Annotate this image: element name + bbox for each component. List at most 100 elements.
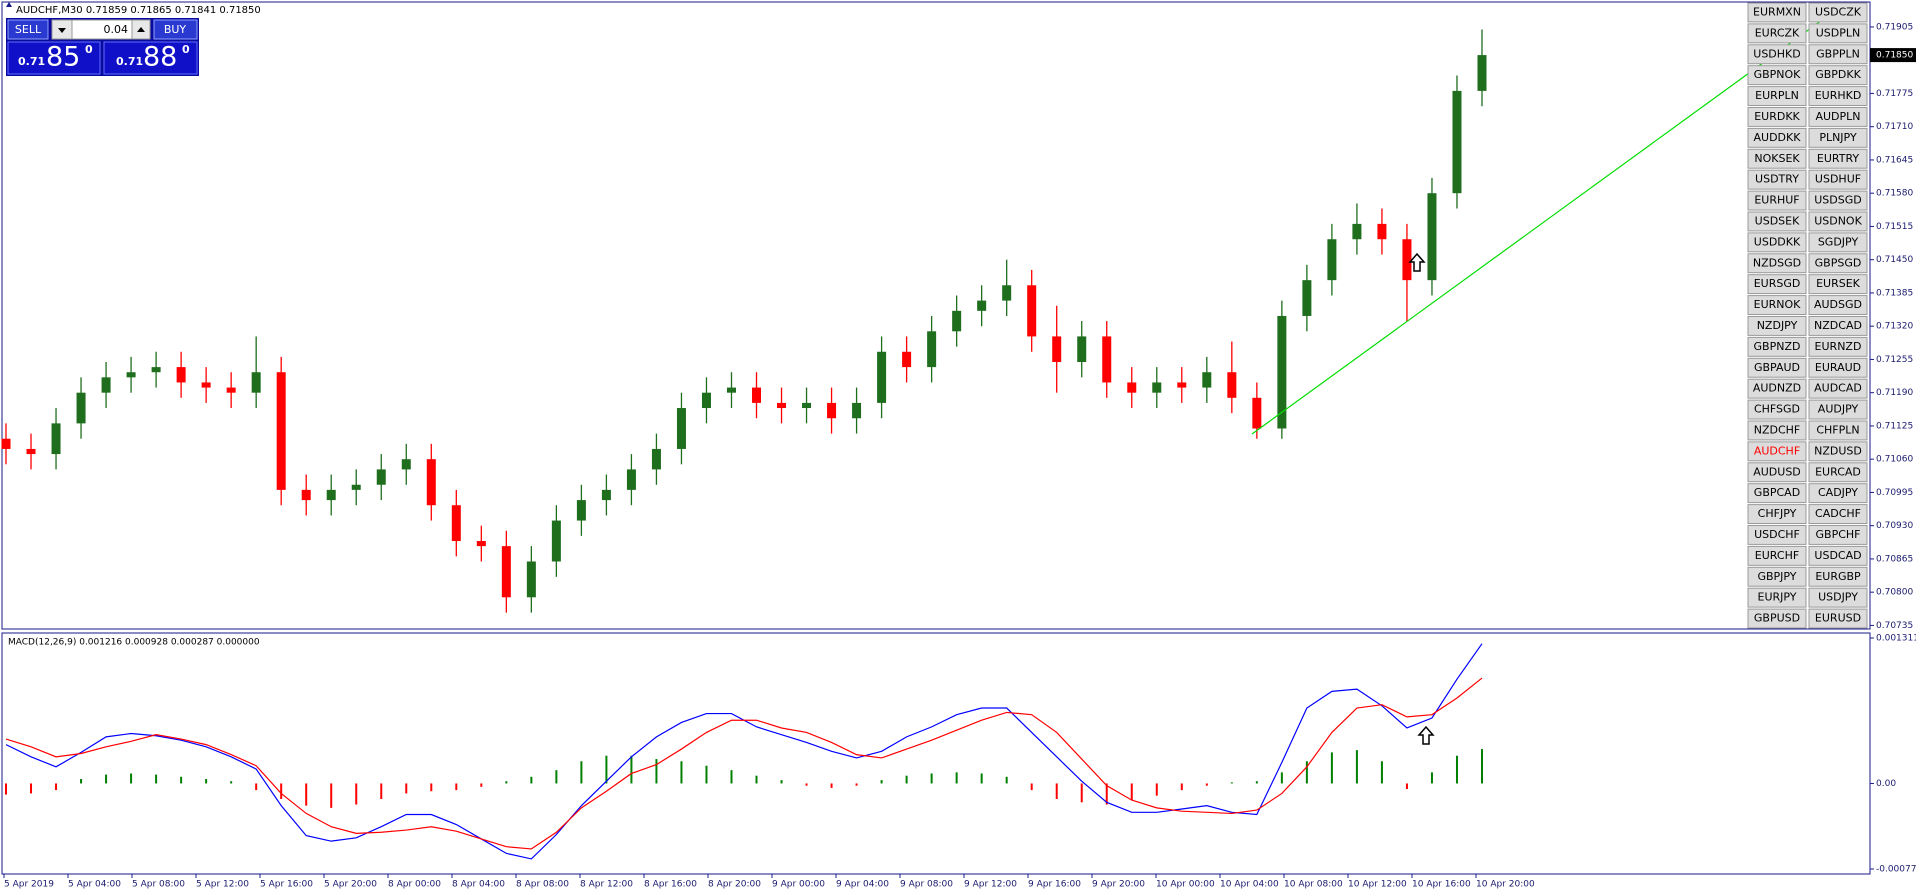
symbol-button[interactable] (1747, 504, 1807, 525)
symbol-label[interactable]: CADCHF (1815, 507, 1861, 520)
symbol-button[interactable] (1747, 107, 1807, 127)
symbol-label[interactable]: GBPCAD (1754, 486, 1800, 499)
symbol-label[interactable]: GBPCHF (1816, 528, 1861, 541)
symbol-label[interactable]: USDCHF (1754, 528, 1800, 541)
symbol-button[interactable] (1808, 107, 1868, 127)
symbol-label[interactable]: NZDJPY (1757, 319, 1798, 332)
symbol-button[interactable] (1808, 316, 1868, 336)
symbol-label[interactable]: CHFJPY (1758, 507, 1797, 520)
symbol-button[interactable] (1808, 190, 1868, 211)
symbol-label[interactable]: EURUSD (1815, 612, 1861, 625)
symbol-button[interactable] (1747, 462, 1807, 483)
symbol-label[interactable]: EURGBP (1815, 570, 1861, 583)
symbol-button[interactable] (1808, 274, 1868, 295)
symbol-button[interactable] (1747, 336, 1807, 357)
symbol-label[interactable]: CADJPY (1818, 486, 1858, 499)
symbol-button[interactable] (1808, 483, 1868, 504)
symbol-label[interactable]: GBPPLN (1816, 47, 1860, 60)
symbol-button[interactable] (1808, 504, 1868, 525)
symbol-button[interactable] (1747, 525, 1807, 545)
symbol-button[interactable] (1808, 399, 1868, 420)
symbol-label[interactable]: GBPDKK (1815, 68, 1861, 81)
symbol-label[interactable]: NZDSGD (1753, 256, 1801, 269)
symbol-label[interactable]: NZDUSD (1814, 444, 1862, 457)
symbol-label[interactable]: EURNZD (1815, 340, 1862, 353)
symbol-button[interactable] (1747, 274, 1807, 295)
symbol-label[interactable]: GBPJPY (1757, 570, 1796, 583)
buy-label[interactable]: BUY (164, 23, 187, 36)
symbol-label[interactable]: GBPAUD (1754, 361, 1800, 374)
symbol-button[interactable] (1747, 545, 1807, 566)
symbol-button[interactable] (1747, 232, 1807, 253)
symbol-button[interactable] (1808, 462, 1868, 483)
symbol-label[interactable]: CHFSGD (1754, 403, 1800, 416)
symbol-button[interactable] (1747, 148, 1807, 169)
symbol-button[interactable] (1808, 169, 1868, 190)
buy-button[interactable] (153, 19, 198, 40)
symbol-label[interactable]: USDJPY (1818, 591, 1858, 604)
symbol-button[interactable] (1808, 420, 1868, 441)
symbol-button[interactable] (1808, 336, 1868, 357)
symbol-button[interactable] (1747, 23, 1807, 44)
symbol-button[interactable] (1808, 441, 1868, 462)
symbol-label[interactable]: EURAUD (1815, 361, 1861, 374)
symbol-button[interactable] (1747, 420, 1807, 441)
symbol-button[interactable] (1808, 357, 1868, 378)
symbol-button[interactable] (1747, 587, 1807, 608)
symbol-label[interactable]: PLNJPY (1819, 131, 1857, 144)
symbol-label[interactable]: AUDUSD (1753, 465, 1801, 478)
symbol-button[interactable] (1808, 211, 1868, 232)
symbol-label[interactable]: EURCHF (1755, 549, 1799, 562)
symbol-label[interactable]: NOKSEK (1754, 152, 1800, 165)
symbol-label[interactable]: EURHKD (1815, 89, 1862, 102)
symbol-label[interactable]: USDTRY (1755, 173, 1799, 186)
symbol-button[interactable] (1808, 148, 1868, 169)
symbol-label[interactable]: AUDCHF (1754, 444, 1800, 457)
symbol-button[interactable] (1747, 357, 1807, 378)
symbol-label[interactable]: USDHKD (1753, 47, 1800, 60)
symbol-button[interactable] (1747, 399, 1807, 420)
symbol-label[interactable]: EURCAD (1815, 465, 1861, 478)
symbol-button[interactable] (1747, 190, 1807, 211)
symbol-label[interactable]: USDNOK (1814, 214, 1862, 227)
symbol-label[interactable]: USDDKK (1754, 235, 1801, 248)
symbol-label[interactable]: EURSGD (1754, 277, 1801, 290)
lot-value[interactable]: 0.04 (104, 23, 129, 36)
symbol-label[interactable]: AUDPLN (1815, 110, 1860, 123)
symbol-label[interactable]: EURSEK (1816, 277, 1861, 290)
symbol-button[interactable] (1808, 232, 1868, 253)
symbol-label[interactable]: EURDKK (1754, 110, 1800, 123)
symbol-button[interactable] (1808, 378, 1868, 399)
symbol-button[interactable] (1808, 545, 1868, 566)
symbol-label[interactable]: NZDCAD (1814, 319, 1862, 332)
symbol-button[interactable] (1808, 253, 1868, 274)
symbol-button[interactable] (1808, 2, 1868, 23)
symbol-button[interactable] (1747, 608, 1807, 629)
symbol-label[interactable]: USDCZK (1815, 5, 1862, 18)
symbol-label[interactable]: USDHUF (1815, 173, 1861, 186)
symbol-button[interactable] (1747, 483, 1807, 504)
symbol-button[interactable] (1808, 127, 1868, 148)
symbol-label[interactable]: USDCAD (1814, 549, 1861, 562)
symbol-label[interactable]: EURMXN (1753, 5, 1801, 18)
symbol-label[interactable]: AUDSGD (1814, 298, 1862, 311)
symbol-label[interactable]: EURNOK (1754, 298, 1802, 311)
symbol-button[interactable] (1747, 316, 1807, 336)
symbol-button[interactable] (1747, 211, 1807, 232)
symbol-button[interactable] (1747, 378, 1807, 399)
symbol-button[interactable] (1747, 127, 1807, 148)
symbol-button[interactable] (1808, 65, 1868, 86)
sell-label[interactable]: SELL (15, 23, 42, 36)
symbol-label[interactable]: AUDNZD (1753, 382, 1801, 395)
symbol-label[interactable]: CHFPLN (1816, 423, 1859, 436)
symbol-button[interactable] (1747, 253, 1807, 274)
ask-box[interactable] (103, 41, 198, 75)
symbol-button[interactable] (1747, 566, 1807, 587)
symbol-button[interactable] (1808, 566, 1868, 587)
symbol-button[interactable] (1808, 295, 1868, 316)
symbol-button[interactable] (1747, 44, 1807, 65)
symbol-label[interactable]: NZDCHF (1754, 423, 1801, 436)
symbol-label[interactable]: SGDJPY (1818, 235, 1859, 248)
symbol-label[interactable]: EURJPY (1758, 591, 1797, 604)
symbol-button[interactable] (1747, 86, 1807, 106)
